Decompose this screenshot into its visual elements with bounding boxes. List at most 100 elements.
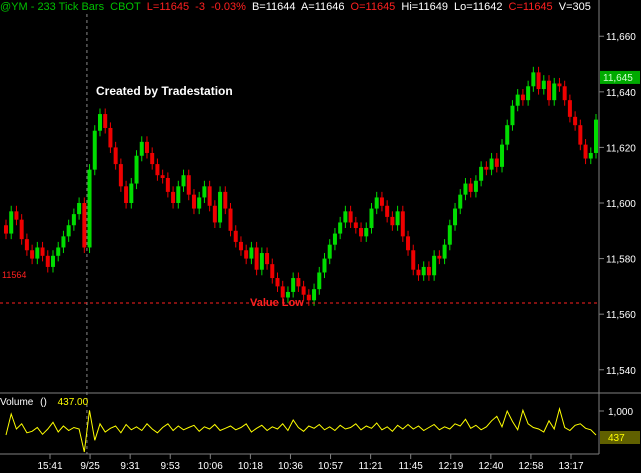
candle [118,158,123,192]
candle [207,180,212,212]
level-label: 11564 [2,270,27,280]
candle [4,219,8,240]
candle [421,261,426,281]
candle [228,203,233,237]
candle [468,177,473,198]
last-price-field: L=11645 [146,1,190,13]
time-tick-label: 10:06 [198,461,223,472]
exchange-label: CBOT [110,1,141,13]
open-field: O=11645 [350,1,396,13]
candle [45,250,50,273]
candle [520,89,525,106]
candle [463,177,468,201]
time-tick-label: 13:17 [558,461,583,472]
candle [494,152,499,173]
candle [191,189,196,215]
candle [35,241,40,265]
candle [395,205,400,231]
volume-last-label: 437 [608,433,625,444]
candle [432,250,437,281]
candle [338,216,343,240]
candle [249,241,254,265]
candle [312,283,317,306]
candle [113,141,118,170]
candle [515,89,520,112]
candle [343,205,348,229]
low-field: Lo=11642 [454,1,503,13]
candle [212,200,217,229]
candle [275,272,280,292]
candle [129,177,134,209]
candle [244,244,249,265]
candle [291,272,296,298]
volume-line [5,406,597,453]
candle [317,266,322,295]
candle [160,169,165,184]
candle [19,214,24,245]
candle [139,136,144,162]
time-tick-label: 12:40 [478,461,503,472]
candle [197,191,202,215]
price-tick-label: 11,560 [606,310,636,321]
last-price-label: 11,645 [603,73,633,84]
time-tick-label: 11:45 [399,461,424,472]
net-change-field: -3 [195,1,205,13]
candle [453,203,458,231]
candle [369,203,374,234]
candle [66,219,71,242]
candle [181,169,186,192]
candle [285,286,290,304]
candle [87,164,92,254]
candle [473,175,478,198]
volume-value: 437.00 [57,397,89,408]
candle [150,147,155,170]
candle [390,211,395,231]
time-tick-label: 10:36 [278,461,303,472]
candle [442,239,447,265]
candle [233,225,238,248]
candle [30,244,35,265]
candle [588,147,593,165]
candle [416,264,421,281]
candle [202,180,207,203]
ask-field: A=11646 [300,1,345,13]
candle [348,205,353,229]
volume-last-marker: 437 [600,431,640,444]
candle [265,247,270,270]
candle [9,205,14,240]
candle [426,261,431,281]
candle [14,205,19,226]
candle [353,216,358,234]
candle [484,161,489,176]
price-tick-label: 11,660 [606,32,636,43]
candle [144,136,149,159]
candle [108,122,113,153]
candle [379,191,384,212]
candle [40,241,45,262]
candle [406,230,411,256]
candle [541,75,546,95]
time-tick-label: 9:53 [160,461,180,472]
candle [583,139,588,165]
time-tick-label: 12:19 [438,461,463,472]
candle [505,119,510,151]
candles [4,66,598,306]
candle [155,158,160,181]
volume-axis-tick: 1,000 [608,407,633,418]
time-tick-label: 15:41 [37,461,62,472]
candle [223,186,228,215]
candle [280,280,285,304]
candle [531,66,536,92]
candle [97,108,102,137]
volume-field: V=305 [558,1,591,13]
candle [92,125,97,176]
candle [557,77,562,92]
candle [411,244,416,276]
candle [400,205,405,242]
candle [437,250,442,265]
symbol-label[interactable]: @YM - 233 Tick Bars [0,1,105,13]
volume-title[interactable]: Volume [0,397,34,408]
candle [171,186,176,209]
